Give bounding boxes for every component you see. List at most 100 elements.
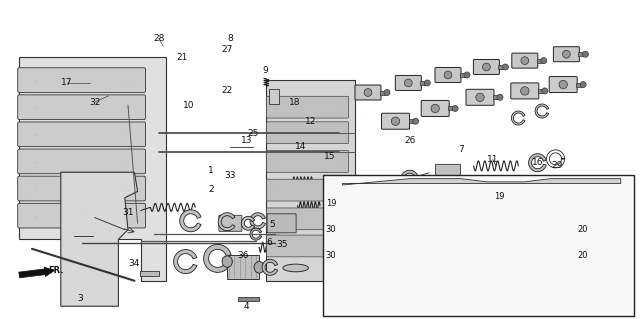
Text: 12: 12 — [305, 117, 316, 126]
FancyBboxPatch shape — [267, 214, 296, 233]
FancyBboxPatch shape — [266, 179, 349, 201]
Text: 20: 20 — [359, 200, 371, 209]
Text: 33: 33 — [225, 171, 236, 180]
Bar — [538, 89, 543, 93]
Bar — [140, 271, 159, 276]
Text: 34: 34 — [129, 259, 140, 268]
Text: 1: 1 — [209, 166, 214, 175]
Bar — [380, 91, 385, 94]
Text: 30: 30 — [325, 251, 335, 260]
Text: 30: 30 — [325, 225, 335, 234]
Circle shape — [431, 104, 440, 113]
FancyBboxPatch shape — [488, 248, 510, 262]
Polygon shape — [204, 244, 231, 272]
Circle shape — [380, 226, 388, 234]
FancyBboxPatch shape — [421, 100, 449, 116]
Polygon shape — [529, 154, 547, 172]
Circle shape — [564, 252, 570, 258]
Text: 26: 26 — [404, 136, 415, 145]
FancyBboxPatch shape — [266, 208, 349, 230]
FancyBboxPatch shape — [266, 122, 349, 144]
Circle shape — [450, 252, 456, 258]
Circle shape — [559, 80, 568, 89]
Circle shape — [564, 227, 570, 233]
FancyBboxPatch shape — [18, 203, 145, 228]
Text: 19: 19 — [513, 201, 524, 210]
Bar — [561, 202, 565, 206]
Circle shape — [483, 63, 490, 71]
Bar — [420, 81, 426, 85]
Text: 27: 27 — [221, 45, 233, 54]
Text: 15: 15 — [324, 152, 335, 161]
Text: 19: 19 — [494, 192, 504, 201]
Polygon shape — [401, 170, 418, 188]
Circle shape — [399, 227, 405, 233]
Text: FR.: FR. — [48, 266, 63, 275]
Text: 10: 10 — [183, 101, 195, 110]
Bar — [460, 73, 465, 77]
Bar — [408, 119, 413, 123]
Circle shape — [547, 252, 554, 259]
Bar — [227, 255, 259, 279]
Circle shape — [547, 201, 554, 208]
Circle shape — [564, 201, 570, 207]
FancyBboxPatch shape — [512, 53, 538, 68]
Circle shape — [497, 94, 503, 100]
Text: 14: 14 — [295, 142, 307, 151]
Polygon shape — [511, 111, 525, 125]
Ellipse shape — [283, 264, 308, 272]
FancyBboxPatch shape — [488, 197, 510, 211]
Polygon shape — [262, 259, 278, 275]
Circle shape — [476, 93, 484, 101]
FancyBboxPatch shape — [266, 235, 349, 257]
Bar — [493, 95, 498, 99]
Circle shape — [364, 89, 372, 96]
FancyArrow shape — [19, 267, 54, 278]
Circle shape — [495, 252, 503, 259]
Text: 5: 5 — [269, 220, 275, 229]
Text: 13: 13 — [241, 136, 252, 145]
Polygon shape — [250, 213, 266, 229]
FancyBboxPatch shape — [474, 59, 499, 75]
Circle shape — [424, 80, 430, 86]
Text: 21: 21 — [177, 53, 188, 62]
FancyBboxPatch shape — [18, 95, 145, 120]
Circle shape — [495, 226, 503, 233]
FancyBboxPatch shape — [372, 222, 396, 238]
Circle shape — [431, 226, 440, 234]
Circle shape — [513, 201, 519, 207]
Text: 18: 18 — [289, 98, 300, 107]
FancyBboxPatch shape — [488, 223, 510, 237]
Circle shape — [452, 106, 458, 111]
Text: 17: 17 — [61, 78, 73, 87]
FancyBboxPatch shape — [549, 77, 577, 93]
Circle shape — [413, 118, 419, 124]
Circle shape — [521, 57, 529, 64]
Bar — [269, 89, 279, 104]
Text: 16: 16 — [532, 158, 543, 167]
Circle shape — [502, 64, 508, 70]
Circle shape — [563, 50, 570, 58]
Polygon shape — [61, 172, 138, 306]
Bar — [561, 228, 565, 232]
Bar — [446, 202, 451, 206]
Polygon shape — [250, 228, 262, 240]
Text: 28: 28 — [153, 34, 164, 43]
FancyBboxPatch shape — [18, 149, 145, 174]
FancyBboxPatch shape — [423, 247, 447, 263]
Polygon shape — [180, 210, 201, 232]
Bar — [499, 65, 504, 69]
FancyBboxPatch shape — [423, 196, 447, 212]
Text: 4: 4 — [244, 302, 249, 311]
Circle shape — [580, 82, 586, 87]
Circle shape — [380, 251, 388, 259]
Bar — [395, 228, 400, 232]
Circle shape — [450, 227, 456, 233]
Text: 20: 20 — [577, 225, 588, 234]
Polygon shape — [266, 80, 355, 281]
Polygon shape — [238, 297, 259, 301]
Circle shape — [380, 200, 388, 208]
Text: 36: 36 — [237, 251, 249, 260]
Bar — [323, 175, 634, 316]
FancyBboxPatch shape — [540, 197, 561, 211]
